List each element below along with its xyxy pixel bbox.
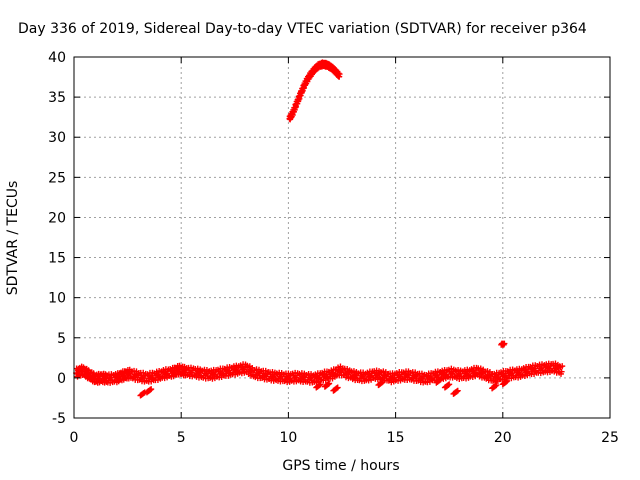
baseline-track-point	[558, 368, 565, 375]
y-tick-label: 30	[48, 130, 66, 146]
y-tick-label: 40	[48, 50, 66, 66]
x-tick-labels: 0 5 10 15 20 25	[70, 430, 619, 446]
axis-ticks	[73, 56, 611, 419]
x-tick-label: 15	[387, 430, 405, 446]
baseline-track-point	[559, 363, 566, 370]
x-axis-label: GPS time / hours	[282, 458, 399, 474]
x-tick-label: 25	[601, 430, 619, 446]
dips-point	[437, 376, 444, 383]
y-tick-label: 20	[48, 210, 66, 226]
outlier-point	[501, 340, 508, 347]
dips-point	[454, 387, 461, 394]
x-tick-label: 5	[177, 430, 186, 446]
chart-title: Day 336 of 2019, Sidereal Day-to-day VTE…	[18, 21, 587, 37]
y-tick-label: -5	[52, 411, 66, 427]
dips-point	[446, 381, 453, 388]
y-tick-label: 35	[48, 90, 66, 106]
plot-frame	[73, 56, 611, 419]
y-tick-label: 15	[48, 251, 66, 267]
dips-point	[148, 386, 155, 393]
peak-arc-point	[336, 71, 343, 78]
dips-point	[334, 384, 341, 391]
y-axis-label: SDTVAR / TECUs	[5, 181, 21, 296]
x-tick-label: 10	[279, 430, 297, 446]
grid-lines	[74, 57, 610, 418]
y-tick-label: 5	[57, 331, 66, 347]
dips-point	[317, 381, 324, 388]
data-points	[73, 59, 566, 399]
y-tick-labels: -5 0 5 10 15 20 25 30 35 40	[48, 50, 66, 427]
x-tick-label: 20	[494, 430, 512, 446]
dips-point	[379, 378, 386, 385]
dips-point	[493, 382, 500, 389]
x-tick-label: 0	[70, 430, 79, 446]
dips-point	[326, 380, 333, 387]
y-tick-label: 25	[48, 170, 66, 186]
y-tick-label: 10	[48, 291, 66, 307]
dips-point	[504, 378, 511, 385]
y-tick-label: 0	[57, 371, 66, 387]
